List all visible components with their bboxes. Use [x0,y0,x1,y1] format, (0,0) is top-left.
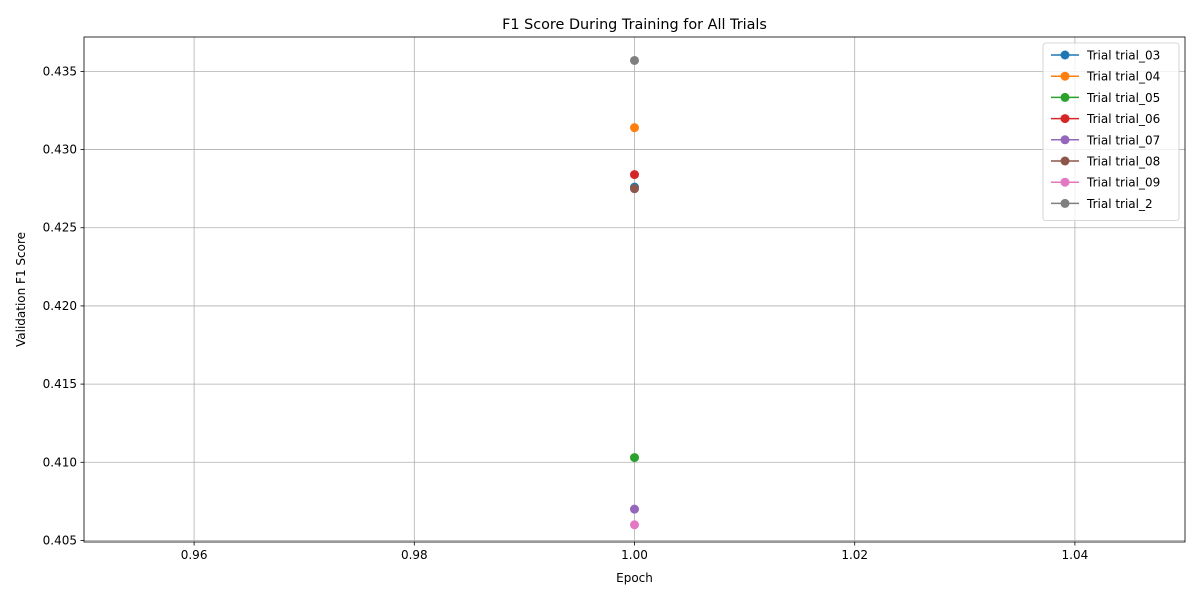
legend-label: Trial trial_04 [1086,70,1160,84]
x-tick-label: 0.96 [181,548,208,562]
data-point [630,504,639,514]
series-trial-trial_2 [630,55,639,65]
legend-marker [1060,135,1070,145]
legend-item: Trial trial_09 [1051,176,1160,190]
legend-item: Trial trial_2 [1051,197,1153,211]
x-axis-ticks: 0.96 0.98 1.00 1.02 1.04 [181,542,1089,562]
y-axis-label: Validation F1 Score [14,232,28,347]
legend-marker [1060,177,1070,187]
y-tick-label: 0.420 [43,299,77,313]
legend-marker [1060,71,1070,81]
series-layer [630,55,639,530]
y-axis-ticks: 0.405 0.410 0.415 0.420 0.425 0.430 0.435 [43,64,84,547]
y-tick-label: 0.410 [43,455,77,469]
x-tick-label: 1.04 [1062,548,1089,562]
x-tick-label: 0.98 [401,548,428,562]
legend-marker [1060,50,1070,60]
legend-item: Trial trial_07 [1051,133,1160,147]
legend-item: Trial trial_04 [1051,70,1160,84]
y-tick-label: 0.425 [43,221,77,235]
legend-marker [1060,198,1070,208]
y-tick-label: 0.435 [43,64,77,78]
x-tick-label: 1.02 [841,548,868,562]
series-trial-trial_08 [630,184,639,194]
legend-marker [1060,114,1070,124]
legend-label: Trial trial_03 [1086,49,1160,63]
legend-item: Trial trial_03 [1051,49,1160,63]
legend-label: Trial trial_2 [1086,197,1153,211]
x-axis-label: Epoch [616,571,653,585]
legend-marker [1060,156,1070,166]
legend-label: Trial trial_07 [1086,133,1160,147]
series-trial-trial_07 [630,504,639,514]
legend-marker [1060,92,1070,102]
legend-label: Trial trial_09 [1086,176,1160,190]
series-trial-trial_05 [630,453,639,463]
series-trial-trial_04 [630,123,639,133]
data-point [630,520,639,530]
grid [84,37,1185,542]
x-tick-label: 1.00 [621,548,648,562]
legend-label: Trial trial_05 [1086,91,1160,105]
data-point [630,55,639,65]
legend-label: Trial trial_08 [1086,155,1160,169]
y-tick-label: 0.430 [43,143,77,157]
legend-box [1042,42,1180,222]
y-tick-label: 0.405 [43,533,77,547]
data-point [630,184,639,194]
y-tick-label: 0.415 [43,377,77,391]
legend-item: Trial trial_06 [1051,112,1160,126]
legend-label: Trial trial_06 [1086,112,1160,126]
data-point [630,123,639,133]
chart-title: F1 Score During Training for All Trials [502,17,767,33]
data-point [630,170,639,180]
series-trial-trial_06 [630,170,639,180]
series-trial-trial_09 [630,520,639,530]
legend-item: Trial trial_05 [1051,91,1160,105]
data-point [630,453,639,463]
legend: Trial trial_03 Trial trial_04 Trial trial_… [1042,42,1180,222]
legend-item: Trial trial_08 [1051,155,1160,169]
